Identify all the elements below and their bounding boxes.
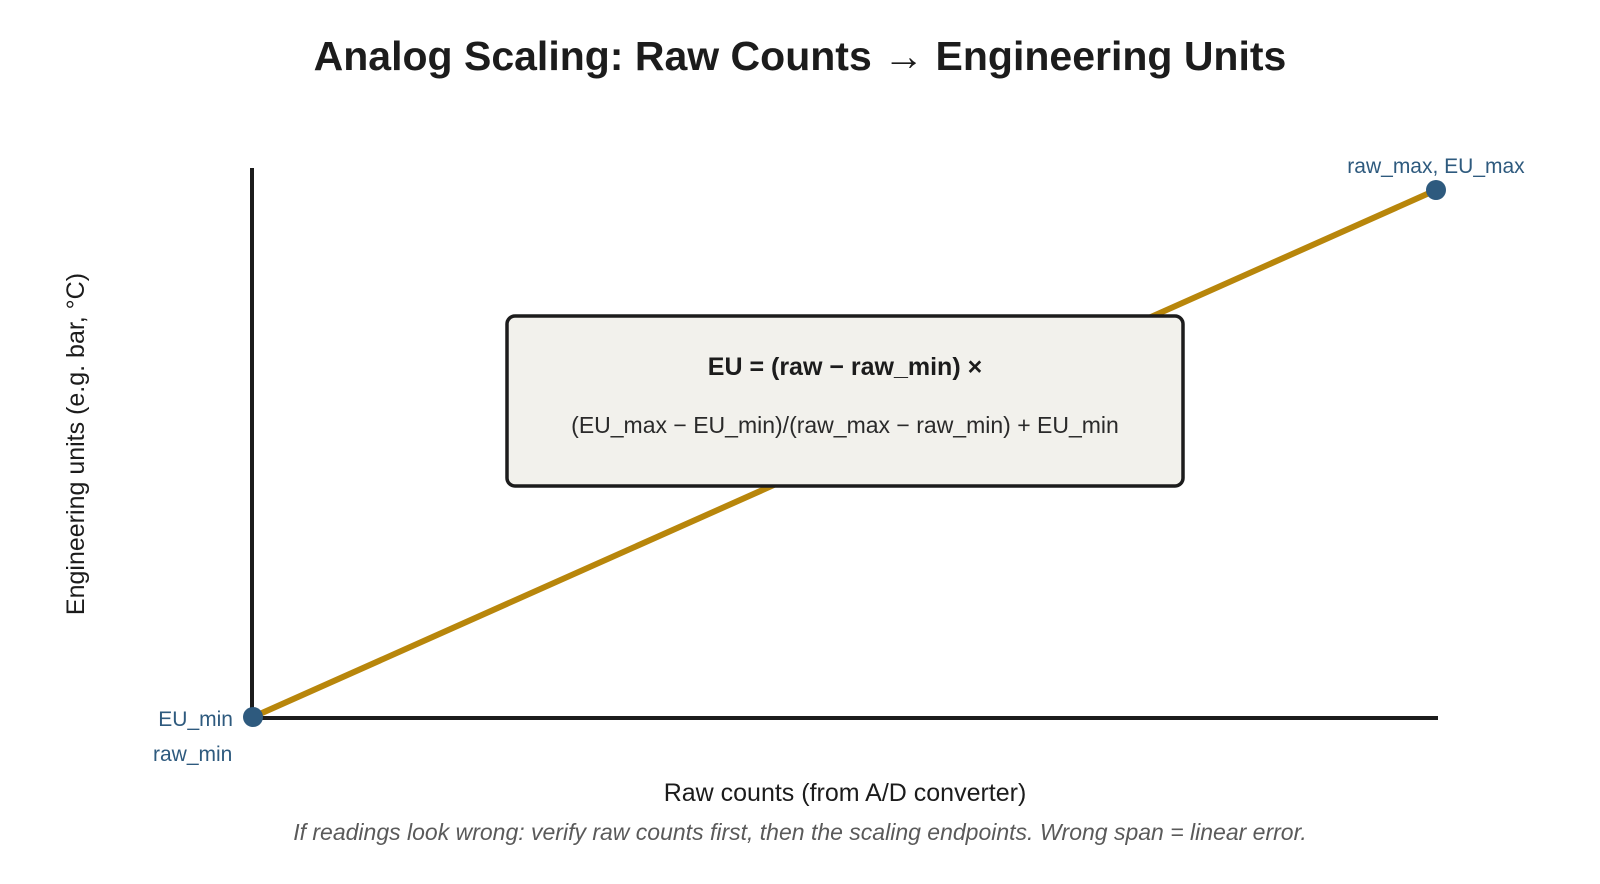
y-axis-label: Engineering units (e.g. bar, °C) (62, 273, 90, 615)
formula-line-1: EU = (raw − raw_min) × (708, 353, 982, 381)
formula-box: EU = (raw − raw_min) × (EU_max − EU_min)… (505, 314, 1185, 488)
raw-max-eu-max-label: raw_max, EU_max (1347, 155, 1525, 178)
endpoint-max-marker (1426, 180, 1446, 200)
formula-box-frame (505, 314, 1185, 488)
endpoint-min-marker (243, 707, 263, 727)
formula-line-2: (EU_max − EU_min)/(raw_max − raw_min) + … (571, 412, 1119, 438)
raw-min-label: raw_min (153, 743, 232, 766)
eu-min-label: EU_min (158, 708, 233, 731)
diagram-title: Analog Scaling: Raw Counts → Engineering… (314, 33, 1287, 79)
x-axis-label: Raw counts (from A/D converter) (664, 779, 1027, 807)
footnote: If readings look wrong: verify raw count… (293, 819, 1307, 845)
